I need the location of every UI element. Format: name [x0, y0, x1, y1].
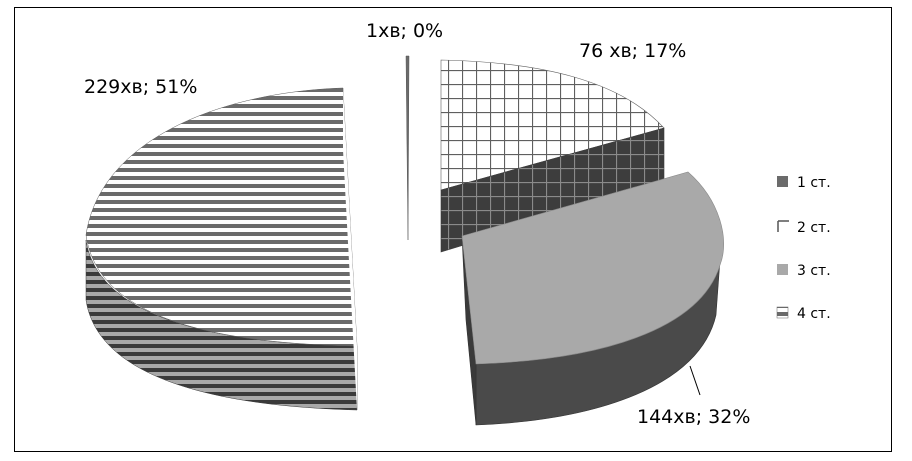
- data-label-3: 144хв; 32%: [637, 406, 750, 428]
- legend-label-1: 1 ст.: [797, 175, 831, 191]
- slice-3: [461, 171, 724, 426]
- legend-swatch-2: [777, 220, 789, 232]
- slice-1-top: [405, 55, 410, 241]
- legend-swatch-4: [776, 306, 789, 319]
- slice-3-top: [461, 171, 724, 365]
- slice-4-top: [85, 87, 358, 347]
- slice-4-cut: [343, 88, 357, 410]
- legend-swatch-1: [777, 176, 788, 187]
- slice-1: [405, 55, 410, 241]
- leader-line-3: [689, 365, 701, 396]
- data-label-4: 229хв; 51%: [84, 76, 197, 98]
- data-label-2: 76 хв; 17%: [579, 40, 686, 62]
- legend-label-3: 3 ст.: [797, 263, 831, 279]
- slice-2: [440, 59, 665, 253]
- legend-label-2: 2 ст.: [797, 220, 831, 236]
- slice-4: [85, 87, 358, 411]
- legend-swatch-3: [777, 264, 788, 275]
- legend-label-4: 4 ст.: [797, 306, 831, 322]
- legend: 1 ст. 2 ст. 3 ст. 4 ст.: [776, 175, 831, 322]
- data-label-1: 1хв; 0%: [366, 20, 443, 42]
- slice-2-top: [440, 59, 665, 191]
